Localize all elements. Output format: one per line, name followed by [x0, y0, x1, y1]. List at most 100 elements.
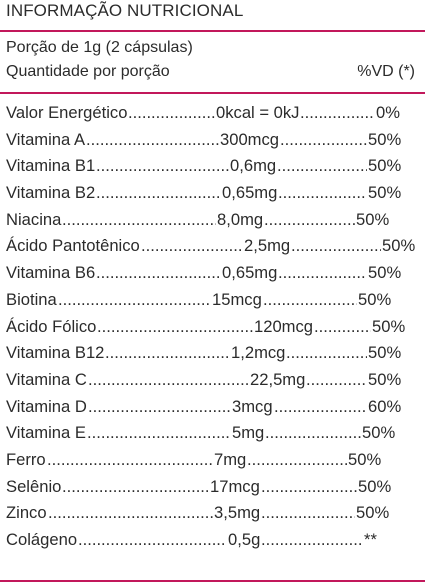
nutrient-name: Valor Energético [6, 103, 128, 122]
dot-leader [314, 317, 371, 337]
nutrient-name: Vitamina B1 [6, 156, 96, 176]
nutrient-row: Vitamina B6 0,65mg 50% [6, 261, 418, 288]
nutrient-vd: 50% [362, 423, 396, 443]
dot-leader [291, 236, 381, 256]
dot-leader [300, 103, 375, 123]
nutrient-amount: 2,5mg [244, 236, 291, 256]
nutrient-row: Biotina 15mcg 50% [6, 288, 418, 315]
portion-size: Porção de 1g (2 cápsulas) [6, 39, 193, 56]
dot-leader [278, 183, 367, 203]
dot-leader [105, 343, 230, 363]
nutrient-name: Biotina [6, 289, 57, 309]
dot-leader [88, 397, 231, 417]
dot-leader [274, 397, 367, 417]
nutrient-row: Vitamina C 22,5mg 50% [6, 368, 418, 395]
nutrient-vd: 50% [348, 449, 382, 469]
dot-leader [261, 503, 355, 523]
nutrient-vd: 50% [368, 263, 402, 283]
dot-leader [280, 130, 367, 150]
nutrient-amount: 3,5mg [214, 503, 261, 523]
nutrient-name: Selênio [6, 476, 62, 496]
dot-leader [141, 236, 243, 256]
nutrient-row: Vitamina A 300mcg 50% [6, 128, 418, 155]
nutrient-name: Ferro [6, 449, 46, 469]
nutrient-vd: 60% [368, 396, 402, 416]
dot-leader [96, 263, 221, 283]
nutrient-row: Selênio 17mcg 50% [6, 475, 418, 502]
nutrient-amount: 3mcg [232, 396, 273, 416]
dot-leader [286, 343, 367, 363]
nutrient-name: Vitamina A [6, 129, 86, 149]
nutrient-amount: 0,65mg [222, 263, 278, 283]
nutrient-vd: 50% [368, 183, 402, 203]
nutrient-row: Vitamina E 5mg 50% [6, 421, 418, 448]
dot-leader [278, 263, 367, 283]
quantity-header: Quantidade por porção [6, 63, 170, 80]
nutrient-row: Vitamina B2 0,65mg 50% [6, 181, 418, 208]
nutrient-vd: 50% [368, 369, 402, 389]
dot-leader [247, 450, 347, 470]
nutrient-amount: 300mcg [220, 129, 280, 149]
column-header-row: Quantidade por porção %VD (*) [6, 63, 419, 81]
nutrient-amount: 15mcg [212, 289, 262, 309]
nutrient-amount: 5mg [232, 423, 265, 443]
nutrient-amount: 0kcal = 0kJ [216, 103, 300, 122]
dot-leader [97, 317, 253, 337]
nutrient-row: Niacina 8,0mg 50% [6, 208, 418, 235]
nutrient-name: Vitamina E [6, 423, 86, 443]
nutrient-name: Vitamina B12 [6, 343, 105, 363]
dot-leader [261, 530, 363, 550]
nutrient-amount: 0,6mg [230, 156, 277, 176]
dot-leader [96, 156, 229, 176]
nutrient-name: Vitamina D [6, 396, 87, 416]
dot-leader [62, 477, 209, 497]
vd-header: %VD (*) [357, 63, 415, 80]
nutrient-name: Vitamina B6 [6, 263, 96, 283]
nutrient-row: Vitamina B1 0,6mg 50% [6, 154, 418, 181]
dot-leader [265, 423, 361, 443]
dot-leader [128, 103, 215, 123]
nutrient-name: Ácido Fólico [6, 316, 97, 336]
nutrient-name: Colágeno [6, 530, 78, 549]
nutrient-amount: 0,5g [228, 530, 261, 549]
nutrient-amount: 22,5mg [250, 369, 306, 389]
dot-leader [58, 290, 211, 310]
dot-leader [78, 530, 227, 550]
nutrient-row: Ácido Pantotênico 2,5mg 50% [6, 234, 418, 261]
nutrient-row: Zinco 3,5mg 50% [6, 501, 418, 528]
nutrient-amount: 17mcg [210, 476, 260, 496]
nutrient-vd: 50% [372, 316, 406, 336]
dot-leader [47, 450, 213, 470]
dot-leader [86, 130, 219, 150]
nutrient-vd: 50% [368, 156, 402, 176]
nutrient-name: Ácido Pantotênico [6, 236, 140, 256]
dot-leader [48, 503, 213, 523]
nutrient-vd: 50% [358, 289, 392, 309]
dot-leader [62, 210, 216, 230]
nutrient-name: Zinco [6, 503, 47, 523]
nutrient-row: Colágeno 0,5g ** [6, 528, 418, 555]
nutrient-amount: 1,2mcg [231, 343, 286, 363]
nutrient-vd: 50% [382, 236, 416, 256]
dot-leader [96, 183, 221, 203]
dot-leader [88, 370, 249, 390]
dot-leader [261, 477, 357, 497]
nutrient-name: Vitamina C [6, 369, 87, 389]
dot-leader [306, 370, 367, 390]
nutrient-amount: 0,65mg [222, 183, 278, 203]
nutrient-vd: 50% [356, 503, 390, 523]
nutrient-amount: 8,0mg [217, 209, 264, 229]
nutrient-vd: 50% [368, 129, 402, 149]
nutrient-name: Vitamina B2 [6, 183, 96, 203]
nutrient-vd: 0% [376, 103, 400, 122]
nutrient-list: Valor Energético 0kcal = 0kJ 0% Vitamina A 3… [6, 101, 418, 555]
nutrient-row: Valor Energético 0kcal = 0kJ 0% [6, 101, 418, 128]
nutrient-row: Vitamina B12 1,2mcg 50% [6, 341, 418, 368]
nutrient-amount: 7mg [214, 449, 247, 469]
nutrient-vd: ** [364, 530, 377, 549]
dot-leader [264, 210, 355, 230]
nutrient-row: Ácido Fólico 120mcg 50% [6, 315, 418, 342]
nutrient-row: Ferro 7mg 50% [6, 448, 418, 475]
nutrient-name: Niacina [6, 209, 62, 229]
nutrient-row: Vitamina D 3mcg 60% [6, 395, 418, 422]
